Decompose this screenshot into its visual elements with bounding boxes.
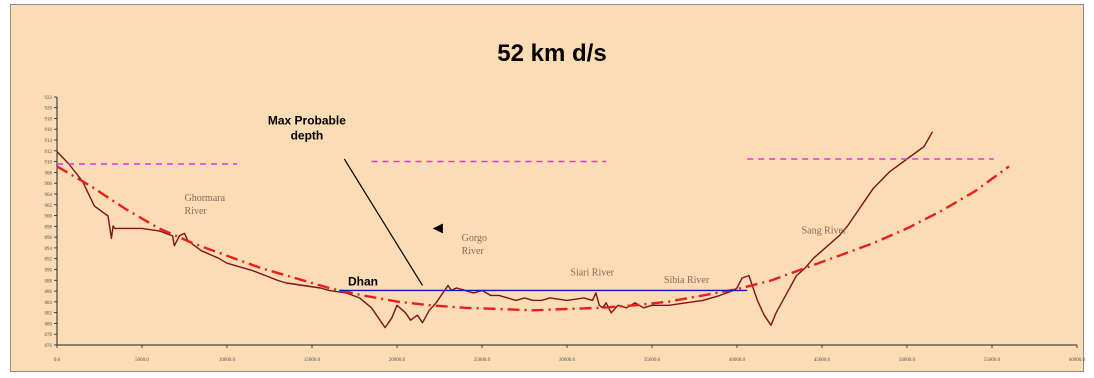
y-tick-label: 900: [45, 215, 53, 220]
chart-svg: 52 km d/s 876 878 880 882 884 886 888 890 892 894…: [45, 40, 1086, 363]
x-tick-label: 60000.0: [1069, 358, 1085, 363]
y-tick-label: 892: [45, 258, 53, 263]
annotation-1: Ghormara River: [185, 193, 226, 217]
y-tick-label: 920: [45, 107, 53, 112]
y-tick-label: 878: [45, 333, 53, 338]
y-tick-label: 876: [45, 344, 53, 349]
x-tick-label: 40000.0: [729, 358, 746, 363]
arrow-marker: [432, 223, 443, 234]
y-tick-label: 914: [45, 139, 53, 144]
annotation-line: Ghormara: [185, 193, 226, 204]
annotation-5: Sang River: [802, 225, 847, 236]
annotation-line: Dhan: [348, 274, 378, 288]
annotation-4: Sibia River: [664, 275, 710, 286]
y-tick-label: 904: [45, 193, 53, 198]
x-ticks: 0.0 5000.0 10000.0 15000.0 20000.0 25000.0 300…: [54, 345, 1085, 363]
y-ticks: 876 878 880 882 884 886 888 890 892 894 896 898 900 9…: [45, 96, 57, 349]
x-tick-label: 25000.0: [474, 358, 491, 363]
chart-frame: 52 km d/s 876 878 880 882 884 886 888 890 892 894…: [10, 4, 1086, 372]
x-tick-label: 5000.0: [135, 358, 149, 363]
annotation-line: River: [185, 206, 208, 217]
y-tick-label: 918: [45, 117, 53, 122]
annotation-line: Siari River: [570, 268, 614, 279]
annotation-line: Sibia River: [664, 275, 710, 286]
series-line-2: [56, 165, 1010, 312]
x-tick-label: 50000.0: [899, 358, 916, 363]
annotation-line: Max Probable: [268, 113, 346, 127]
annotation-layer: Ghormara River Gorgo River Siari River Sibia …: [185, 113, 847, 288]
x-tick-label: 15000.0: [304, 358, 321, 363]
annotation-7: Dhan: [348, 274, 378, 288]
max-depth-leader-line: [343, 158, 424, 286]
y-tick-label: 896: [45, 236, 53, 241]
y-tick-label: 884: [45, 301, 53, 306]
annotation-2: Gorgo River: [462, 233, 487, 257]
x-tick-label: 20000.0: [389, 358, 406, 363]
x-tick-label: 30000.0: [559, 358, 576, 363]
x-tick-label: 35000.0: [644, 358, 661, 363]
y-tick-label: 912: [45, 150, 53, 155]
y-tick-label: 908: [45, 171, 53, 176]
annotation-line: Sang River: [802, 225, 847, 236]
annotation-line: Gorgo: [462, 233, 487, 244]
y-tick-label: 886: [45, 290, 53, 295]
y-tick-label: 910: [45, 161, 53, 166]
x-tick-label: 55000.0: [984, 358, 1001, 363]
y-tick-label: 894: [45, 247, 53, 252]
y-tick-label: 916: [45, 128, 53, 133]
y-tick-label: 882: [45, 312, 53, 317]
y-tick-label: 922: [45, 96, 53, 101]
annotation-3: Siari River: [570, 268, 614, 279]
y-tick-label: 880: [45, 322, 53, 327]
series-layer: [56, 131, 1010, 329]
y-tick-label: 898: [45, 225, 53, 230]
x-tick-label: 45000.0: [814, 358, 831, 363]
annotation-line: River: [462, 246, 485, 257]
y-tick-label: 902: [45, 204, 53, 209]
chart-title: 52 km d/s: [497, 40, 606, 67]
annotation-6: Max Probable depth: [268, 113, 346, 142]
annotation-line: depth: [291, 128, 324, 142]
y-tick-label: 906: [45, 182, 53, 187]
x-tick-label: 10000.0: [219, 358, 236, 363]
x-tick-label: 0.0: [54, 358, 61, 363]
y-tick-label: 890: [45, 268, 53, 273]
y-tick-label: 888: [45, 279, 53, 284]
